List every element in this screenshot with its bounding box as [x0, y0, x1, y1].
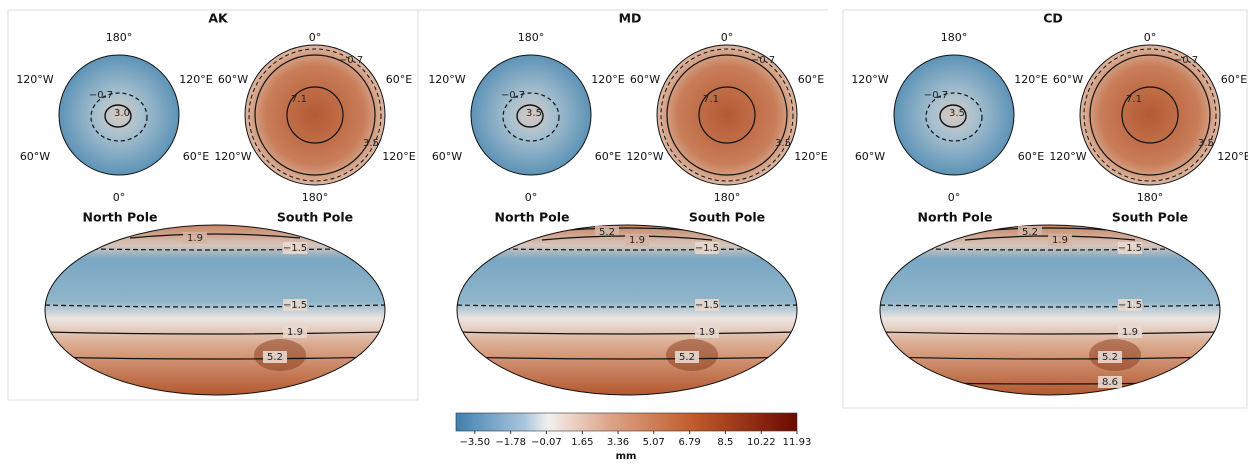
- contour-label: 5.2: [1102, 352, 1118, 363]
- longitude-label: 180°: [1137, 191, 1164, 204]
- south-polar-map: [657, 45, 797, 185]
- colorbar-tick-label: −1.78: [495, 437, 526, 448]
- contour-label: −1.5: [695, 243, 719, 254]
- longitude-label: 120°W: [1049, 150, 1086, 163]
- contour-label: −0.7: [89, 90, 113, 101]
- contour-label: −0.7: [924, 90, 948, 101]
- contour-label: 5.2: [679, 352, 695, 363]
- contour-label: −0.7: [751, 55, 775, 66]
- contour-label: 3.0: [114, 108, 130, 119]
- longitude-label: 0°: [1144, 31, 1157, 44]
- longitude-label: 60°E: [798, 73, 824, 86]
- subplot-title: South Pole: [277, 210, 353, 225]
- longitude-label: 60°E: [386, 73, 412, 86]
- colorbar-tick-label: 3.36: [607, 437, 629, 448]
- longitude-label: 60°W: [20, 150, 50, 163]
- contour-label: 7.1: [291, 94, 307, 105]
- longitude-label: 0°: [525, 191, 538, 204]
- contour-label: −0.7: [339, 55, 363, 66]
- subplot-title: North Pole: [83, 210, 158, 225]
- south-polar-map: [245, 45, 385, 185]
- longitude-label: 180°: [106, 31, 133, 44]
- subplot-title: North Pole: [495, 210, 570, 225]
- contour-label: −1.5: [283, 243, 307, 254]
- subplot-title: South Pole: [1112, 210, 1188, 225]
- colorbar-tick-label: 5.07: [643, 437, 665, 448]
- contour-label: 3.5: [949, 108, 965, 119]
- colorbar-tick-label: 1.65: [571, 437, 593, 448]
- contour-label: 1.9: [287, 327, 303, 338]
- longitude-label: 0°: [721, 31, 734, 44]
- longitude-label: 120°W: [428, 73, 465, 86]
- longitude-label: 0°: [948, 191, 961, 204]
- longitude-label: 120°E: [1217, 150, 1248, 163]
- contour-label: −0.7: [501, 90, 525, 101]
- colorbar: [456, 413, 797, 431]
- figure: mm AK180°0°120°W120°E60°W60°E−0.73.00°18…: [0, 0, 1248, 464]
- contour-label: −0.7: [1174, 55, 1198, 66]
- longitude-label: 120°E: [382, 150, 415, 163]
- contour-label: 1.9: [1052, 235, 1068, 246]
- longitude-label: 120°E: [794, 150, 827, 163]
- contour-label: −1.5: [283, 300, 307, 311]
- longitude-label: 120°E: [1014, 73, 1047, 86]
- contour-label: 5.2: [267, 352, 283, 363]
- colorbar-tick-label: 6.79: [679, 437, 701, 448]
- contour-label: 7.1: [1126, 94, 1142, 105]
- colorbar-label: mm: [616, 451, 637, 462]
- longitude-label: 60°W: [630, 73, 660, 86]
- longitude-label: 180°: [714, 191, 741, 204]
- longitude-label: 60°E: [1018, 150, 1044, 163]
- longitude-label: 60°W: [855, 150, 885, 163]
- longitude-label: 0°: [309, 31, 322, 44]
- longitude-label: 120°W: [214, 150, 251, 163]
- colorbar-tick-label: 8.5: [717, 437, 733, 448]
- subplot-title: North Pole: [918, 210, 993, 225]
- contour-label: 8.6: [1102, 377, 1118, 388]
- longitude-label: 60°W: [432, 150, 462, 163]
- panel-title: MD: [619, 11, 642, 26]
- longitude-label: 120°E: [591, 73, 624, 86]
- south-polar-map: [1080, 45, 1220, 185]
- colorbar-tick-label: 10.22: [747, 437, 776, 448]
- longitude-label: 60°E: [595, 150, 621, 163]
- contour-label: 1.9: [1122, 327, 1138, 338]
- colorbar-tick-label: −3.50: [459, 437, 490, 448]
- contour-label: −1.5: [1118, 300, 1142, 311]
- longitude-label: 60°W: [218, 73, 248, 86]
- panel-title: AK: [208, 11, 229, 26]
- contour-label: 3.5: [1198, 138, 1214, 149]
- contour-label: 3.5: [526, 108, 542, 119]
- longitude-label: 120°W: [626, 150, 663, 163]
- longitude-label: 60°E: [183, 150, 209, 163]
- longitude-label: 180°: [518, 31, 545, 44]
- longitude-label: 60°E: [1221, 73, 1247, 86]
- longitude-label: 120°E: [179, 73, 212, 86]
- contour-label: 3.5: [775, 138, 791, 149]
- contour-label: 3.5: [363, 138, 379, 149]
- panel-title: CD: [1043, 11, 1063, 26]
- longitude-label: 60°W: [1053, 73, 1083, 86]
- contour-label: 1.9: [629, 235, 645, 246]
- contour-label: −1.5: [695, 300, 719, 311]
- subplot-title: South Pole: [689, 210, 765, 225]
- colorbar-tick-label: −0.07: [531, 437, 562, 448]
- longitude-label: 120°W: [16, 73, 53, 86]
- longitude-label: 180°: [941, 31, 968, 44]
- contour-label: 1.9: [187, 233, 203, 244]
- longitude-label: 120°W: [851, 73, 888, 86]
- contour-label: −1.5: [1118, 243, 1142, 254]
- contour-label: 7.1: [703, 94, 719, 105]
- colorbar-tick-label: 11.93: [783, 437, 812, 448]
- contour-label: 1.9: [699, 327, 715, 338]
- longitude-label: 180°: [302, 191, 329, 204]
- longitude-label: 0°: [113, 191, 126, 204]
